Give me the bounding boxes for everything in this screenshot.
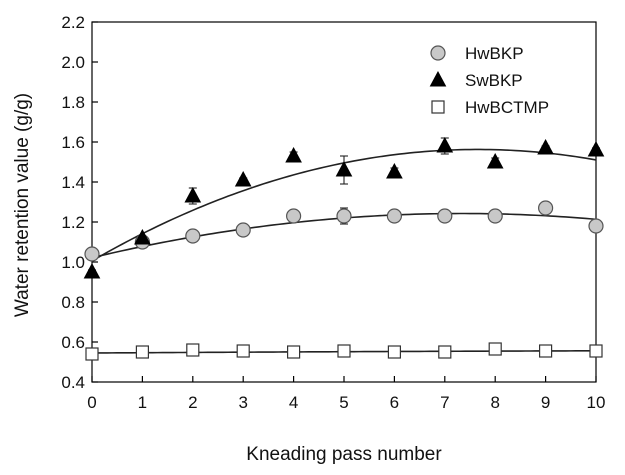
x-tick-label: 2 bbox=[188, 393, 197, 412]
y-tick-label: 2.0 bbox=[61, 53, 85, 72]
point-swbkp bbox=[234, 170, 252, 187]
point-swbkp bbox=[285, 146, 302, 163]
point-swbkp bbox=[184, 186, 202, 203]
marker-layer bbox=[83, 136, 605, 361]
point-swbkp bbox=[83, 262, 101, 279]
point-swbkp bbox=[335, 160, 353, 177]
point-swbkp bbox=[134, 228, 151, 245]
legend-item-hwbkp: HwBKP bbox=[430, 44, 524, 63]
point-hwbkp bbox=[487, 208, 503, 224]
legend-marker-hwbctmp bbox=[431, 100, 445, 114]
error-bar-layer bbox=[88, 137, 600, 275]
x-tick-label: 9 bbox=[541, 393, 550, 412]
point-hwbctmp bbox=[337, 344, 351, 358]
legend-label: HwBCTMP bbox=[465, 98, 549, 117]
y-tick-label: 1.6 bbox=[61, 133, 85, 152]
point-swbkp bbox=[486, 152, 504, 169]
y-tick-label: 2.2 bbox=[61, 13, 85, 32]
point-hwbctmp bbox=[186, 343, 200, 357]
y-tick-label: 0.8 bbox=[61, 293, 85, 312]
legend-marker-swbkp bbox=[429, 70, 447, 87]
point-hwbkp bbox=[185, 228, 201, 244]
point-hwbkp bbox=[386, 208, 402, 224]
point-hwbctmp bbox=[488, 342, 502, 356]
x-tick-label: 1 bbox=[138, 393, 147, 412]
point-hwbctmp bbox=[236, 344, 250, 358]
y-axis-title: Water retention value (g/g) bbox=[12, 93, 33, 317]
y-tick-label: 1.8 bbox=[61, 93, 85, 112]
point-hwbkp bbox=[336, 208, 352, 224]
x-axis-title: Kneading pass number bbox=[246, 444, 442, 465]
point-hwbkp bbox=[437, 208, 453, 224]
point-swbkp bbox=[537, 138, 554, 155]
x-tick-label: 0 bbox=[87, 393, 96, 412]
point-hwbctmp bbox=[438, 345, 452, 359]
point-hwbctmp bbox=[85, 347, 99, 361]
legend-marker-hwbkp bbox=[430, 45, 446, 61]
x-tick-label: 3 bbox=[238, 393, 247, 412]
x-tick-label: 10 bbox=[587, 393, 606, 412]
legend: HwBKP SwBKP HwBCTMP bbox=[429, 44, 549, 117]
x-tick-label: 8 bbox=[490, 393, 499, 412]
x-tick-label: 7 bbox=[440, 393, 449, 412]
point-hwbkp bbox=[537, 200, 554, 216]
point-hwbctmp bbox=[135, 345, 149, 359]
y-tick-label: 0.4 bbox=[61, 373, 85, 392]
point-hwbctmp bbox=[589, 344, 603, 358]
point-hwbkp bbox=[588, 218, 604, 234]
x-tick-label: 5 bbox=[339, 393, 348, 412]
y-tick-label: 0.6 bbox=[61, 333, 85, 352]
y-tick-label: 1.0 bbox=[61, 253, 85, 272]
legend-label: SwBKP bbox=[465, 71, 523, 90]
point-hwbctmp bbox=[287, 345, 301, 359]
legend-label: HwBKP bbox=[465, 44, 524, 63]
x-tick-label: 6 bbox=[390, 393, 399, 412]
y-tick-label: 1.4 bbox=[61, 173, 85, 192]
point-swbkp bbox=[436, 136, 454, 153]
point-swbkp bbox=[587, 140, 605, 157]
y-tick-label: 1.2 bbox=[61, 213, 85, 232]
point-hwbkp bbox=[235, 222, 251, 238]
point-swbkp bbox=[386, 162, 403, 179]
point-hwbkp bbox=[286, 208, 302, 224]
legend-item-hwbctmp: HwBCTMP bbox=[431, 98, 549, 117]
legend-item-swbkp: SwBKP bbox=[429, 70, 523, 90]
axes-layer: 0.4 0.6 0.8 1.0 1.2 1.4 1.6 1.8 2.0 2.2 0 1 2 3 4 5 6 7 8 9… bbox=[61, 13, 605, 412]
point-hwbctmp bbox=[538, 344, 553, 358]
x-tick-label: 4 bbox=[289, 393, 298, 412]
point-hwbctmp bbox=[387, 345, 401, 359]
point-hwbkp bbox=[84, 246, 100, 262]
